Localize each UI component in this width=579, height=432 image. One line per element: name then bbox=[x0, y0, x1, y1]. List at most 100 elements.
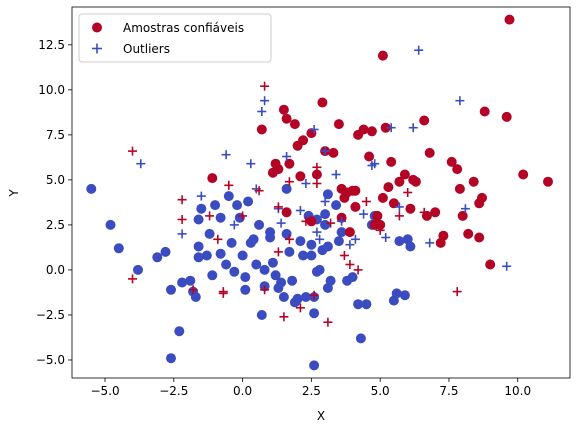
scatter-point-circle bbox=[317, 97, 328, 108]
scatter-point-circle bbox=[477, 192, 487, 203]
scatter-point-circle bbox=[388, 198, 399, 209]
scatter-point-plus bbox=[257, 107, 267, 116]
scatter-point-circle bbox=[504, 14, 515, 25]
scatter-point-plus bbox=[301, 216, 311, 226]
scatter-point-circle bbox=[430, 207, 441, 218]
scatter-point-circle bbox=[501, 111, 512, 122]
scatter-point-circle bbox=[325, 275, 336, 286]
scatter-point-circle bbox=[295, 236, 306, 247]
scatter-point-plus bbox=[419, 207, 429, 217]
scatter-point-circle bbox=[265, 232, 276, 243]
scatter-point-circle bbox=[281, 207, 292, 218]
scatter-point-circle bbox=[347, 272, 358, 283]
scatter-point-circle bbox=[375, 219, 386, 230]
scatter-point-circle bbox=[344, 227, 355, 238]
scatter-point-circle bbox=[479, 106, 490, 117]
legend-marker-circle bbox=[92, 22, 102, 33]
scatter-point-plus bbox=[260, 96, 270, 106]
scatter-point-plus bbox=[452, 287, 462, 297]
scatter-point-circle bbox=[311, 169, 322, 180]
scatter-point-circle bbox=[366, 126, 377, 137]
scatter-point-circle bbox=[210, 200, 221, 211]
scatter-point-plus bbox=[128, 274, 137, 284]
scatter-point-circle bbox=[333, 236, 344, 247]
scatter-point-circle bbox=[350, 201, 361, 212]
scatter-point-plus bbox=[315, 234, 325, 244]
scatter-point-circle bbox=[215, 248, 226, 259]
scatter-point-plus bbox=[394, 211, 404, 221]
scatter-point-plus bbox=[229, 220, 239, 230]
scatter-point-plus bbox=[295, 303, 305, 313]
scatter-point-circle bbox=[331, 200, 342, 211]
scatter-point-circle bbox=[86, 183, 97, 194]
legend-marker-plus bbox=[92, 43, 102, 54]
scatter-point-circle bbox=[177, 277, 188, 288]
scatter-point-circle bbox=[322, 241, 333, 252]
scatter-point-plus bbox=[224, 180, 234, 190]
scatter-point-plus bbox=[213, 234, 223, 244]
scatter-point-circle bbox=[248, 234, 259, 245]
scatter-point-circle bbox=[207, 173, 218, 184]
scatter-point-plus bbox=[177, 195, 187, 205]
y-tick-label: 0.0 bbox=[46, 263, 65, 277]
x-tick-label: 0.0 bbox=[233, 384, 252, 398]
x-tick-label: 5.0 bbox=[371, 384, 390, 398]
scatter-point-circle bbox=[105, 219, 116, 230]
scatter-point-plus bbox=[309, 125, 319, 134]
scatter-point-circle bbox=[113, 243, 124, 254]
scatter-point-plus bbox=[408, 123, 418, 133]
scatter-point-circle bbox=[243, 196, 254, 207]
y-tick-label: −5.0 bbox=[36, 353, 65, 367]
scatter-point-circle bbox=[474, 232, 485, 243]
scatter-point-plus bbox=[326, 218, 336, 228]
scatter-point-circle bbox=[320, 209, 331, 220]
scatter-point-circle bbox=[454, 183, 465, 194]
x-tick-label: 7.5 bbox=[439, 384, 458, 398]
scatter-point-circle bbox=[254, 219, 265, 230]
scatter-point-circle bbox=[237, 250, 248, 261]
scatter-point-plus bbox=[320, 146, 330, 156]
scatter-point-plus bbox=[221, 150, 231, 160]
scatter-point-plus bbox=[350, 234, 360, 244]
scatter-point-plus bbox=[177, 215, 187, 224]
scatter-point-circle bbox=[240, 272, 251, 283]
scatter-point-circle bbox=[391, 288, 402, 299]
scatter-point-circle bbox=[350, 185, 361, 196]
scatter-point-circle bbox=[364, 151, 375, 162]
scatter-point-circle bbox=[372, 210, 383, 221]
scatter-point-plus bbox=[196, 191, 206, 201]
scatter-point-circle bbox=[193, 214, 204, 225]
scatter-point-circle bbox=[160, 246, 171, 257]
scatter-point-plus bbox=[345, 260, 355, 269]
scatter-point-circle bbox=[196, 203, 207, 214]
scatter-point-circle bbox=[333, 119, 344, 130]
scatter-point-circle bbox=[446, 156, 457, 167]
scatter-point-circle bbox=[259, 264, 270, 275]
scatter-point-plus bbox=[414, 45, 424, 55]
scatter-point-circle bbox=[190, 292, 201, 302]
scatter-point-plus bbox=[312, 162, 322, 172]
scatter-point-plus bbox=[276, 218, 286, 228]
x-tick-label: −2.5 bbox=[159, 384, 188, 398]
scatter-point-circle bbox=[287, 275, 298, 286]
scatter-point-plus bbox=[386, 123, 396, 133]
scatter-point-circle bbox=[298, 135, 309, 146]
scatter-point-plus bbox=[375, 225, 385, 235]
scatter-point-circle bbox=[240, 284, 251, 295]
scatter-point-circle bbox=[306, 239, 317, 250]
scatter-point-plus bbox=[284, 234, 294, 244]
scatter-point-plus bbox=[273, 247, 283, 257]
legend: Amostras confiáveis Outliers bbox=[78, 13, 272, 63]
scatter-point-plus bbox=[177, 229, 187, 239]
plot-area bbox=[72, 7, 570, 378]
y-axis-ticks: −5.0 −2.5 0.0 2.5 5.0 7.5 10.0 12.5 bbox=[36, 38, 72, 367]
scatter-point-circle bbox=[256, 124, 267, 135]
scatter-point-plus bbox=[331, 170, 341, 179]
legend-box bbox=[78, 13, 272, 63]
scatter-point-plus bbox=[254, 186, 264, 196]
scatter-point-plus bbox=[282, 152, 292, 161]
scatter-point-circle bbox=[295, 171, 306, 182]
scatter-point-circle bbox=[485, 259, 496, 270]
scatter-point-circle bbox=[328, 147, 339, 158]
